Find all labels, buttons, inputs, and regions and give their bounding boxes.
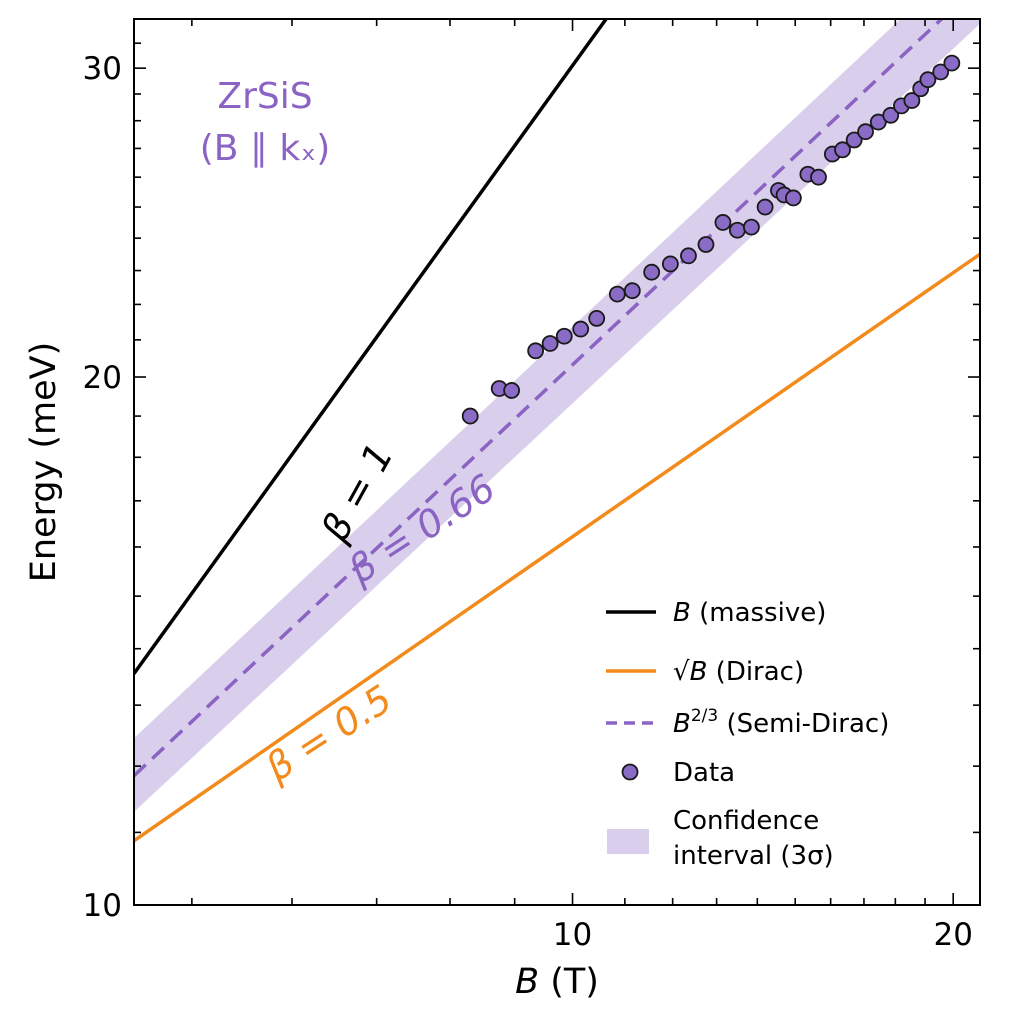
axis-ticks: 10 20 10 20 30 xyxy=(83,18,981,953)
y-tick-label: 30 xyxy=(83,51,122,87)
data-point xyxy=(623,282,641,300)
confidence-band-layer xyxy=(134,19,980,812)
chart-title: ZrSiS xyxy=(217,76,312,117)
x-tick-label: 20 xyxy=(933,917,972,953)
legend-swatch-band xyxy=(607,829,649,854)
legend-label-dirac: √B (Dirac) xyxy=(673,657,804,687)
legend-label-data: Data xyxy=(673,758,735,788)
y-axis-label: Energy (meV) xyxy=(24,342,64,583)
data-point xyxy=(572,320,590,338)
x-axis-label: B (T) xyxy=(515,962,599,1002)
data-point xyxy=(608,285,626,303)
data-point xyxy=(680,247,697,265)
data-point xyxy=(903,92,921,109)
legend-label-band-line2: interval (3σ) xyxy=(673,841,834,871)
data-point xyxy=(834,141,851,159)
data-point xyxy=(756,198,774,216)
data-point xyxy=(810,168,827,186)
data-point xyxy=(555,327,573,345)
data-point xyxy=(714,214,732,231)
y-tick-label: 20 xyxy=(83,360,122,396)
legend-swatch-data xyxy=(621,763,639,781)
data-point xyxy=(661,255,679,273)
data-point xyxy=(932,63,950,81)
x-axis-label-unit: (T) xyxy=(539,962,599,1002)
data-point xyxy=(728,221,746,239)
data-point xyxy=(784,189,802,207)
legend-label-semidirac: B2/3 (Semi-Dirac) xyxy=(673,706,889,739)
legend-label-massive: B (massive) xyxy=(673,598,826,628)
data-point xyxy=(541,335,559,352)
legend: B (massive) √B (Dirac) B2/3 (Semi-Dirac)… xyxy=(606,598,889,871)
data-point xyxy=(943,54,961,72)
chart-subtitle: (B ∥ kₓ) xyxy=(200,128,331,169)
data-point xyxy=(697,236,715,253)
data-point xyxy=(882,106,900,124)
data-point xyxy=(919,71,937,89)
confidence-band xyxy=(134,19,980,812)
x-tick-label: 10 xyxy=(553,917,592,953)
data-point xyxy=(527,342,545,360)
data-point xyxy=(845,131,863,149)
series-lines-layer xyxy=(134,19,980,843)
series-line-massive xyxy=(134,19,609,675)
legend-label-band-line1: Confidence xyxy=(673,806,819,836)
y-tick-label: 10 xyxy=(83,888,122,924)
data-point xyxy=(503,382,521,399)
data-points-layer xyxy=(461,54,961,425)
data-point xyxy=(461,407,479,425)
data-point xyxy=(588,309,606,327)
x-axis-label-symbol: B xyxy=(515,962,539,1002)
data-point xyxy=(643,263,661,281)
data-point xyxy=(743,218,760,236)
plot-frame xyxy=(133,18,981,906)
annotation-dirac: β = 0.5 xyxy=(257,677,400,791)
series-line-dirac xyxy=(134,252,980,843)
data-point xyxy=(857,123,874,141)
series-line-semidirac xyxy=(134,19,945,777)
